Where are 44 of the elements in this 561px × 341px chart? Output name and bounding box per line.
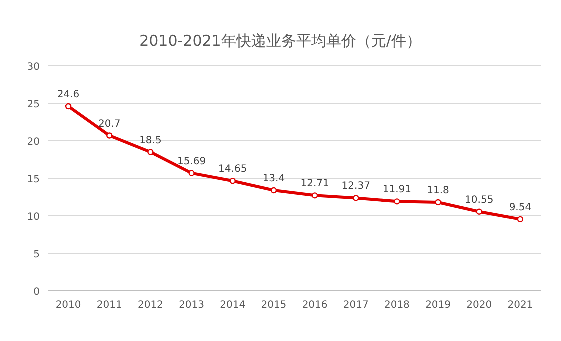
- chart-title: 2010-2021年快递业务平均单价（元/件）: [140, 32, 422, 50]
- point: [476, 208, 482, 215]
- x-tick-label: 2016: [302, 300, 328, 311]
- x-tick-label: 2010: [56, 300, 82, 311]
- point: [148, 149, 154, 156]
- y-tick-label: 15: [27, 174, 40, 186]
- point: [435, 199, 442, 206]
- data-label: 13.4: [262, 174, 286, 184]
- data-label: 18.5: [140, 135, 162, 146]
- data-label: 9.54: [509, 202, 532, 214]
- point: [270, 187, 278, 194]
- y-tick-label: 5: [34, 250, 40, 260]
- data-label: 10.55: [465, 194, 494, 206]
- point: [312, 192, 318, 199]
- data-label: 12.37: [342, 181, 370, 192]
- x-tick-label: 2011: [96, 300, 122, 311]
- data-label: 20.7: [98, 118, 121, 130]
- data-label: 14.65: [218, 164, 248, 176]
- data-label: 11.91: [382, 184, 412, 196]
- x-tick-label: 2015: [261, 300, 287, 311]
- point: [106, 132, 113, 139]
- x-tick-label: 2020: [466, 300, 492, 311]
- y-tick-label: 20: [27, 137, 40, 148]
- point: [353, 195, 360, 202]
- data-label: 11.8: [427, 186, 450, 196]
- x-tick-label: 2012: [138, 300, 164, 311]
- x-tick-label: 2019: [426, 300, 452, 311]
- point: [188, 170, 195, 176]
- point: [65, 103, 72, 110]
- point: [394, 198, 400, 205]
- point: [230, 178, 236, 184]
- data-label: 24.6: [57, 90, 80, 100]
- x-tick-label: 2018: [384, 300, 410, 311]
- y-tick-label: 0: [34, 287, 40, 298]
- data-label: 15.69: [177, 156, 206, 168]
- y-tick-label: 25: [27, 100, 40, 110]
- x-tick-label: 2013: [179, 300, 205, 311]
- point: [517, 216, 524, 223]
- y-tick-label: 30: [27, 62, 40, 73]
- x-tick-label: 2017: [343, 300, 369, 311]
- x-tick-label: 2014: [220, 300, 246, 311]
- data-label: 12.71: [300, 178, 330, 190]
- x-tick-label: 2021: [508, 300, 534, 311]
- y-tick-label: 10: [27, 212, 40, 223]
